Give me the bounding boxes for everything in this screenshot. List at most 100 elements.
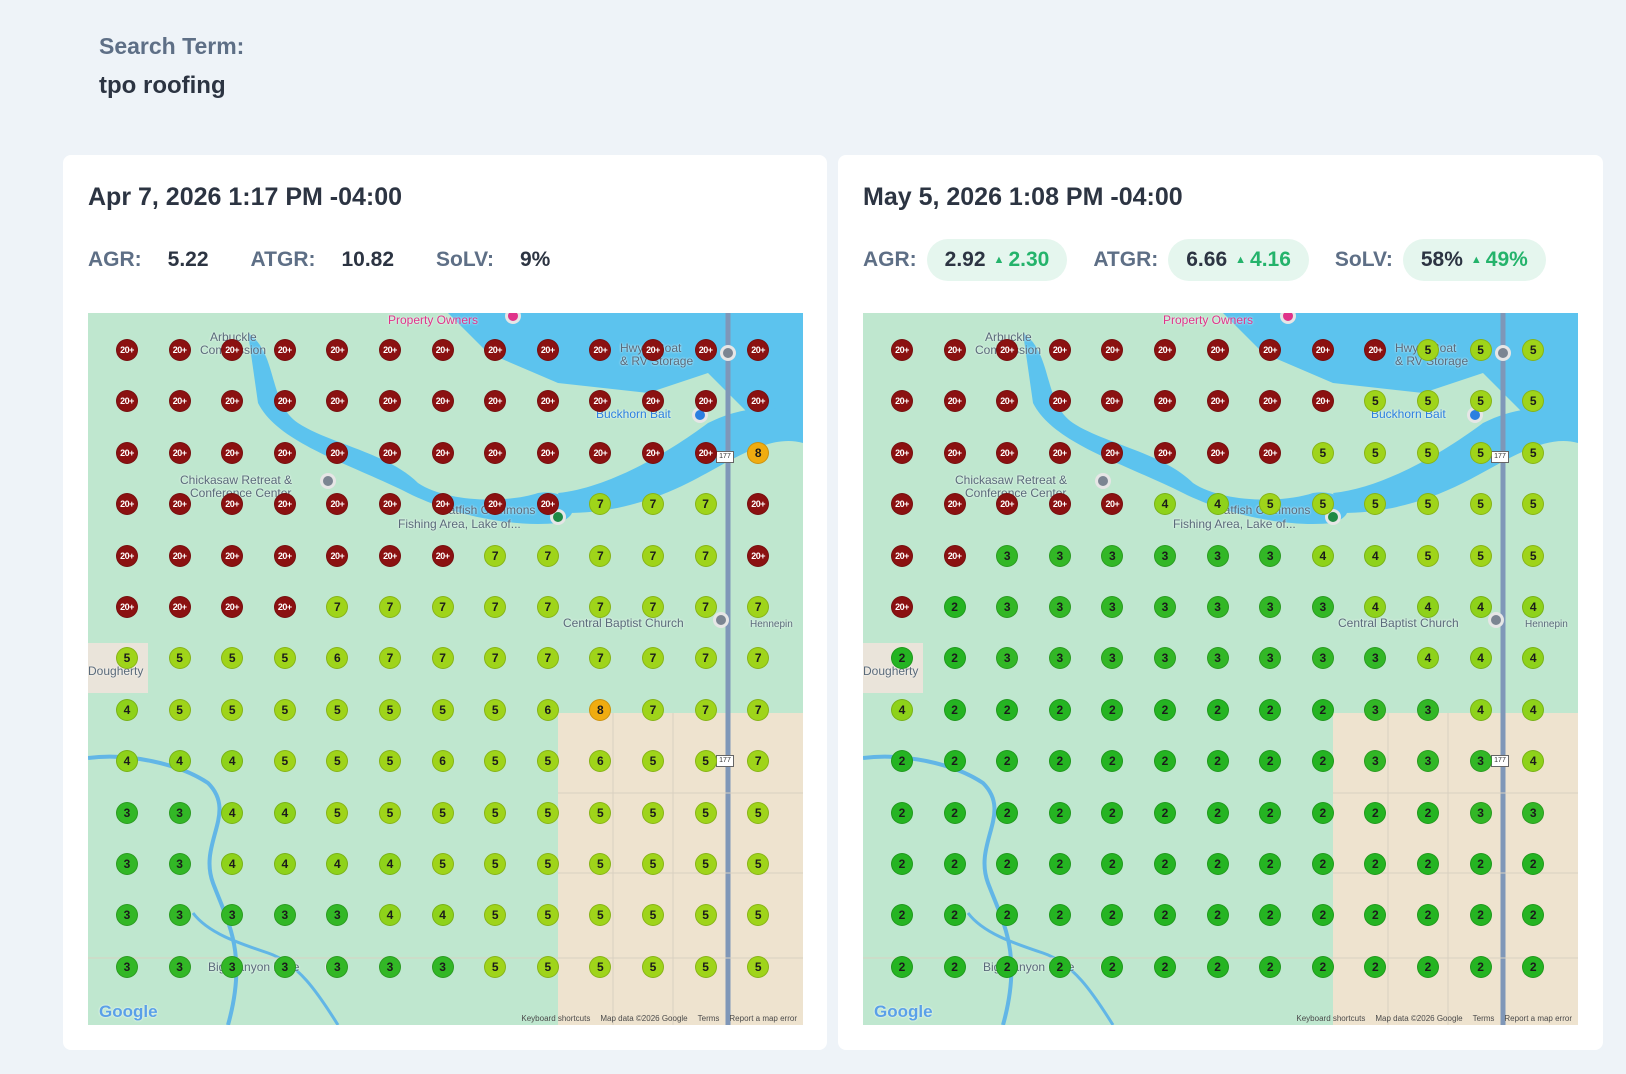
rank-pin[interactable]: 2 [1311, 853, 1334, 875]
rank-pin[interactable]: 2 [996, 698, 1019, 721]
rank-pin[interactable]: 2 [1048, 853, 1071, 875]
rank-pin[interactable]: 20+ [116, 441, 138, 464]
rank-pin[interactable]: 20+ [891, 544, 913, 567]
rank-grid-map[interactable]: Property Owners Arbuckle Commission Hwy … [88, 313, 803, 1025]
rank-pin[interactable]: 3 [1048, 647, 1071, 670]
rank-pin[interactable]: 5 [589, 955, 612, 978]
rank-pin[interactable]: 20+ [943, 441, 966, 464]
rank-pin[interactable]: 4 [1522, 698, 1545, 721]
rank-pin[interactable]: 3 [1206, 544, 1229, 567]
rank-pin[interactable]: 3 [1048, 544, 1071, 567]
rank-pin[interactable]: 20+ [221, 390, 244, 413]
rank-pin[interactable]: 20+ [221, 596, 244, 618]
rank-pin[interactable]: 2 [1522, 955, 1545, 978]
rank-pin[interactable]: 3 [1364, 750, 1387, 773]
rank-pin[interactable]: 4 [221, 801, 244, 824]
rank-pin[interactable]: 20+ [694, 390, 717, 413]
rank-pin[interactable]: 20+ [891, 441, 913, 464]
rank-pin[interactable]: 4 [891, 698, 913, 721]
rank-pin[interactable]: 20+ [536, 339, 559, 361]
rank-pin[interactable]: 4 [1417, 596, 1439, 618]
rank-pin[interactable]: 2 [943, 801, 966, 824]
rank-pin[interactable]: 5 [1364, 493, 1387, 516]
rank-pin[interactable]: 4 [273, 853, 296, 875]
rank-pin[interactable]: 4 [116, 698, 138, 721]
rank-pin[interactable]: 2 [1154, 698, 1176, 721]
rank-pin[interactable]: 7 [431, 596, 454, 618]
rank-pin[interactable]: 5 [273, 698, 296, 721]
rank-pin[interactable]: 5 [747, 955, 770, 978]
rank-pin[interactable]: 7 [694, 647, 717, 670]
rank-pin[interactable]: 2 [891, 853, 913, 875]
rank-pin[interactable]: 5 [273, 647, 296, 670]
rank-pin[interactable]: 7 [642, 647, 664, 670]
rank-pin[interactable]: 2 [1154, 801, 1176, 824]
rank-pin[interactable]: 3 [1469, 801, 1492, 824]
rank-pin[interactable]: 20+ [943, 493, 966, 516]
report-error-link[interactable]: Report a map error [1504, 1014, 1572, 1023]
rank-pin[interactable]: 20+ [996, 339, 1019, 361]
rank-pin[interactable]: 4 [431, 904, 454, 927]
rank-pin[interactable]: 5 [168, 698, 191, 721]
rank-pin[interactable]: 3 [1206, 647, 1229, 670]
rank-pin[interactable]: 20+ [943, 390, 966, 413]
rank-pin[interactable]: 7 [536, 544, 559, 567]
rank-pin[interactable]: 20+ [273, 441, 296, 464]
rank-pin[interactable]: 3 [1101, 596, 1124, 618]
rank-pin[interactable]: 20+ [1259, 339, 1282, 361]
rank-pin[interactable]: 5 [694, 801, 717, 824]
rank-pin[interactable]: 2 [943, 647, 966, 670]
rank-pin[interactable]: 2 [996, 955, 1019, 978]
rank-pin[interactable]: 2 [1048, 955, 1071, 978]
rank-pin[interactable]: 20+ [168, 339, 191, 361]
rank-pin[interactable]: 2 [1364, 853, 1387, 875]
rank-pin[interactable]: 3 [1417, 750, 1439, 773]
rank-pin[interactable]: 20+ [431, 339, 454, 361]
rank-pin[interactable]: 3 [326, 904, 349, 927]
rank-pin[interactable]: 20+ [943, 544, 966, 567]
rank-pin[interactable]: 5 [694, 904, 717, 927]
rank-pin[interactable]: 2 [1259, 904, 1282, 927]
rank-pin[interactable]: 4 [1469, 647, 1492, 670]
rank-pin[interactable]: 3 [168, 955, 191, 978]
rank-pin[interactable]: 20+ [116, 390, 138, 413]
rank-pin[interactable]: 7 [747, 596, 770, 618]
rank-pin[interactable]: 20+ [273, 339, 296, 361]
report-error-link[interactable]: Report a map error [729, 1014, 797, 1023]
rank-pin[interactable]: 7 [694, 596, 717, 618]
rank-pin[interactable]: 4 [1364, 596, 1387, 618]
rank-pin[interactable]: 3 [273, 904, 296, 927]
rank-pin[interactable]: 20+ [747, 493, 770, 516]
rank-pin[interactable]: 20+ [536, 493, 559, 516]
rank-pin[interactable]: 20+ [1206, 339, 1229, 361]
rank-pin[interactable]: 5 [589, 904, 612, 927]
rank-pin[interactable]: 20+ [1206, 441, 1229, 464]
rank-pin[interactable]: 2 [1101, 801, 1124, 824]
rank-pin[interactable]: 2 [1364, 904, 1387, 927]
rank-pin[interactable]: 20+ [273, 493, 296, 516]
rank-pin[interactable]: 20+ [1048, 441, 1071, 464]
rank-pin[interactable]: 5 [484, 955, 507, 978]
rank-pin[interactable]: 3 [996, 647, 1019, 670]
rank-pin[interactable]: 2 [1154, 750, 1176, 773]
rank-pin[interactable]: 20+ [1259, 441, 1282, 464]
rank-pin[interactable]: 20+ [694, 339, 717, 361]
rank-pin[interactable]: 6 [536, 698, 559, 721]
rank-pin[interactable]: 20+ [168, 390, 191, 413]
rank-pin[interactable]: 3 [168, 801, 191, 824]
rank-pin[interactable]: 5 [536, 853, 559, 875]
rank-pin[interactable]: 4 [221, 853, 244, 875]
rank-pin[interactable]: 3 [1469, 750, 1492, 773]
rank-pin[interactable]: 4 [379, 904, 401, 927]
rank-pin[interactable]: 20+ [1311, 339, 1334, 361]
rank-pin[interactable]: 2 [891, 750, 913, 773]
rank-pin[interactable]: 20+ [536, 390, 559, 413]
rank-pin[interactable]: 20+ [536, 441, 559, 464]
rank-pin[interactable]: 2 [891, 647, 913, 670]
rank-pin[interactable]: 20+ [747, 544, 770, 567]
rank-pin[interactable]: 20+ [1048, 390, 1071, 413]
rank-pin[interactable]: 5 [1469, 339, 1492, 361]
rank-pin[interactable]: 5 [484, 750, 507, 773]
rank-pin[interactable]: 20+ [168, 596, 191, 618]
rank-pin[interactable]: 2 [1469, 904, 1492, 927]
